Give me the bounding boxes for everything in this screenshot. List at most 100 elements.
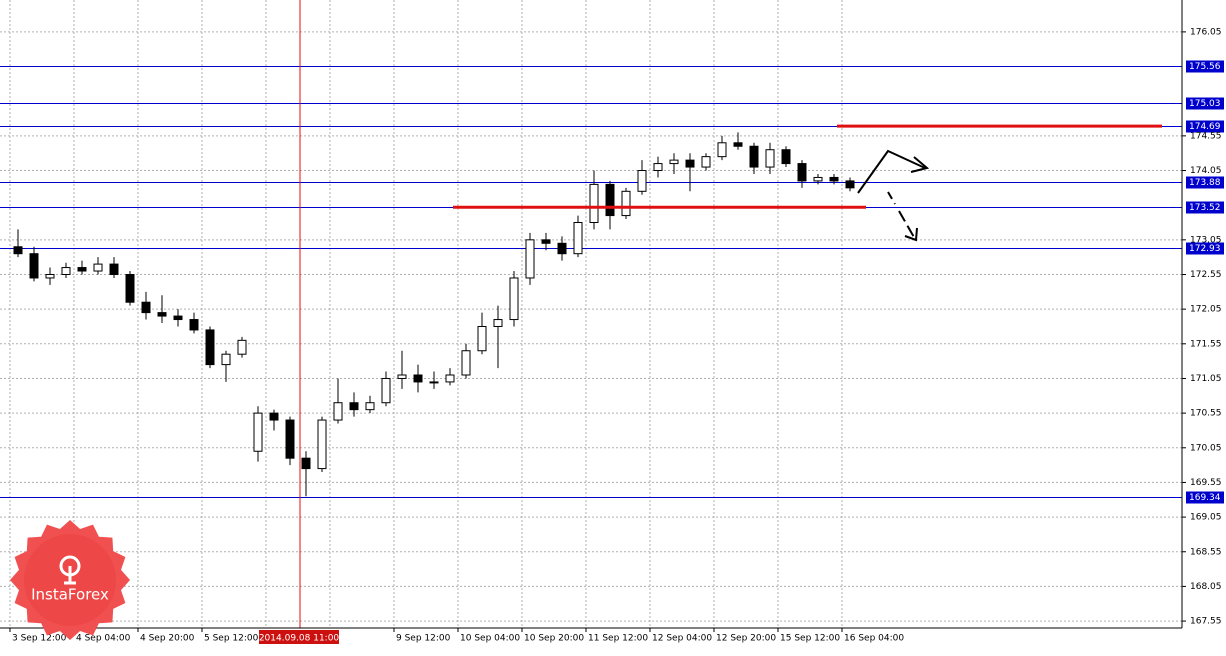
logo-text: InstaForex	[31, 586, 109, 604]
x-tick-label: 9 Sep 12:00	[396, 634, 451, 644]
y-tick-label: 170.55	[1190, 409, 1222, 419]
y-tick-label: 171.55	[1190, 339, 1222, 349]
candle-body	[669, 159, 679, 165]
y-tick-label: 169.55	[1190, 478, 1222, 488]
candle-body	[413, 374, 423, 383]
candle-body	[365, 402, 375, 411]
candle-body	[317, 419, 327, 470]
candle-body	[93, 263, 103, 272]
y-tick-label: 168.55	[1190, 547, 1222, 557]
candle-body	[333, 402, 343, 421]
level-label: 175.03	[1189, 99, 1221, 109]
x-tick-label: 5 Sep 12:00	[204, 634, 259, 644]
level-label-box	[1186, 491, 1224, 504]
x-tick-label: 12 Sep 04:00	[652, 634, 712, 644]
arrow-up	[857, 149, 926, 194]
candle-body	[813, 176, 823, 182]
y-tick-label: 171.05	[1190, 374, 1222, 384]
candle-body	[557, 242, 567, 255]
y-tick-label: 172.55	[1190, 270, 1222, 280]
candle-body	[541, 239, 551, 244]
y-tick-label: 167.55	[1190, 617, 1222, 627]
candle-body	[573, 222, 583, 255]
level-label: 175.56	[1189, 62, 1221, 72]
candle-body	[797, 163, 807, 182]
level-label: 174.69	[1189, 122, 1221, 132]
arrow-down-head	[904, 227, 918, 242]
arrow-down	[898, 210, 916, 240]
candle-body	[829, 176, 839, 182]
axis-labels: 176.05 174.55 174.05 173.05 172.55 172.05 171.…	[9, 27, 1222, 644]
x-tick-label: 12 Sep 20:00	[716, 634, 776, 644]
y-tick-label: 176.05	[1190, 27, 1222, 37]
y-tick-label: 174.55	[1190, 131, 1222, 141]
candle-body	[765, 149, 775, 168]
logo: InstaForex	[10, 520, 130, 640]
level-label: 173.52	[1189, 203, 1221, 213]
candle-body	[637, 170, 647, 192]
candle-body	[109, 263, 119, 275]
level-label: 172.93	[1189, 244, 1221, 254]
y-tick-label: 173.05	[1190, 235, 1222, 245]
candle-body	[733, 142, 743, 147]
x-tick-label: 4 Sep 04:00	[76, 634, 131, 644]
candle-body	[253, 412, 263, 452]
candle-body	[141, 301, 151, 314]
marked-levels	[453, 124, 1162, 209]
grid	[0, 0, 1182, 628]
level-label-box	[1186, 242, 1224, 255]
x-tick-label: 15 Sep 12:00	[780, 634, 840, 644]
x-tick-label: 11 Sep 12:00	[588, 634, 648, 644]
candle-body	[349, 402, 359, 411]
candle-body	[189, 319, 199, 331]
level-label-box	[1186, 97, 1224, 110]
candle-body	[477, 325, 487, 352]
candle-body	[397, 374, 407, 379]
arrow-up-head	[910, 156, 930, 173]
x-tick-label: 16 Sep 04:00	[844, 634, 904, 644]
candle-body	[301, 457, 311, 470]
candle-body	[381, 377, 391, 404]
candle-body	[701, 156, 711, 168]
candle-body	[157, 312, 167, 317]
candle-body	[237, 339, 247, 355]
y-tick-label: 168.05	[1190, 582, 1222, 592]
candle-body	[685, 159, 695, 168]
candle-body	[605, 183, 615, 217]
arrow-down-dash	[887, 191, 896, 205]
level-label-box	[1186, 120, 1224, 133]
level-label: 173.88	[1189, 178, 1221, 188]
y-tick-label: 174.05	[1190, 166, 1222, 176]
candle-body	[125, 273, 135, 303]
candle-body	[13, 246, 23, 255]
crosshair-label-box	[259, 630, 339, 644]
x-tick-label: 10 Sep 20:00	[524, 634, 584, 644]
crosshair-label: 2014.09.08 11:00	[259, 634, 340, 644]
y-tick-label: 169.05	[1190, 513, 1222, 523]
candle-body	[781, 149, 791, 165]
candle-body	[621, 190, 631, 217]
candle-body	[429, 381, 439, 384]
candle-body	[493, 319, 503, 327]
candle-body	[749, 145, 759, 168]
level-label-box	[1186, 60, 1224, 73]
y-tick-label: 170.05	[1190, 443, 1222, 453]
candle-body	[45, 273, 55, 279]
candle-body	[269, 412, 279, 421]
candle-body	[509, 277, 519, 321]
candle-body	[445, 374, 455, 383]
candle-body	[845, 180, 855, 189]
forecast-arrows	[857, 149, 930, 242]
logo-icon	[59, 555, 81, 585]
x-tick-label: 3 Sep 12:00	[12, 634, 67, 644]
candle-body	[77, 267, 87, 272]
candle-body	[653, 163, 663, 172]
candle-body	[717, 142, 727, 158]
candle-body	[525, 239, 535, 279]
candle-body	[285, 419, 295, 459]
candle-body	[589, 183, 599, 224]
candle-body	[221, 353, 231, 366]
candles	[13, 132, 855, 497]
